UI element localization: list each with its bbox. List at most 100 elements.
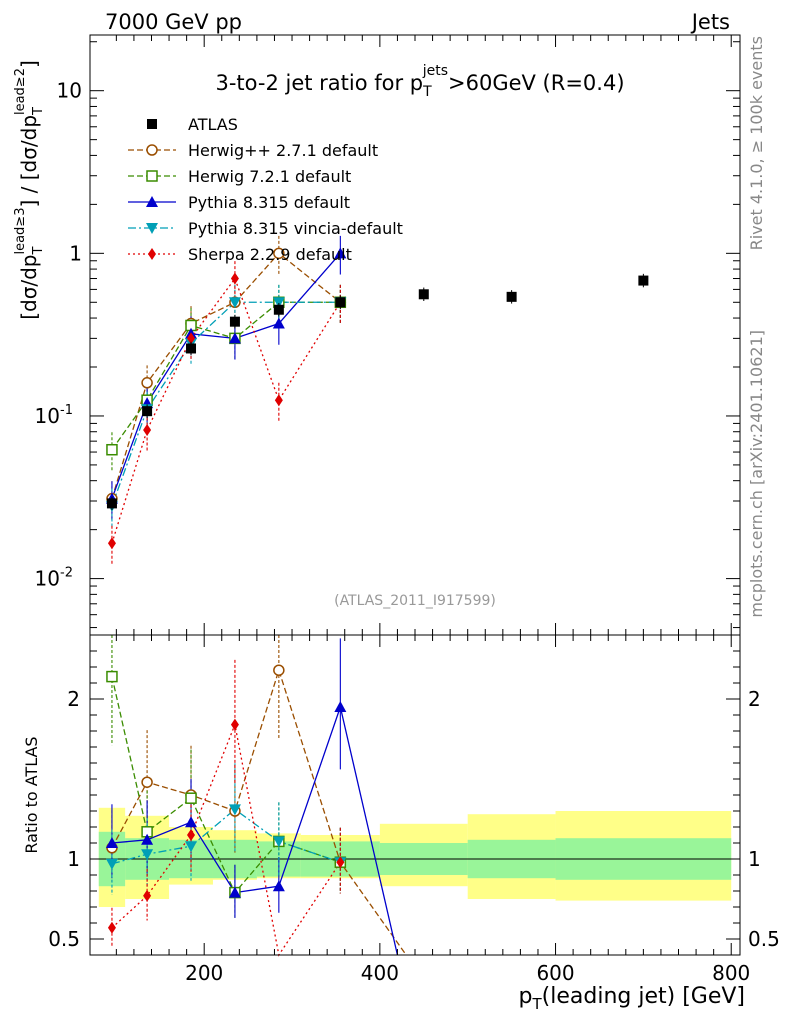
ratio-marker-2 <box>105 837 118 848</box>
y-label-b: ] / [dσ/dp <box>17 115 41 208</box>
x-label-post: (leading jet) [GeV] <box>542 984 745 1009</box>
reference-marker <box>506 291 517 302</box>
legend: ATLAS Herwig++ 2.7.1 default Herwig 7.2.1 … <box>128 115 403 264</box>
ratio-marker-3 <box>185 841 198 853</box>
ratio-marker-4 <box>336 856 345 869</box>
series-marker-4 <box>107 537 116 550</box>
ratio-y-axis-label: Ratio to ATLAS <box>22 736 41 853</box>
ratio-axis-ticks: 200 400 600 800 0.5 0.5 1 1 2 2 <box>48 634 780 985</box>
chart-title-pre: 3-to-2 jet ratio for p <box>215 71 423 95</box>
ratio-panel: 200 400 600 800 0.5 0.5 1 1 2 2 Ratio to ATLAS <box>22 634 780 985</box>
ratio-marker-0 <box>141 776 153 788</box>
ratio-marker-2 <box>185 816 198 828</box>
ratio-marker-1 <box>106 670 118 683</box>
series-marker-2 <box>334 247 347 259</box>
reference-marker <box>273 304 284 315</box>
ratio-plot-marks <box>90 635 740 957</box>
x-tick-label: 200 <box>185 961 223 985</box>
series-marker-1 <box>106 443 118 456</box>
legend-marker <box>146 223 158 234</box>
series-line-3 <box>111 301 341 507</box>
y-label-a: [dσ/dp <box>17 254 41 319</box>
x-tick-label: 800 <box>712 961 750 985</box>
ratio-y-tick-label: 2 <box>67 687 80 711</box>
series-marker-3 <box>272 297 285 309</box>
ratio-marker-2 <box>272 880 285 892</box>
series-marker-0 <box>273 247 285 260</box>
legend-label: Pythia 8.315 default <box>188 193 350 212</box>
main-plot-marks <box>105 235 649 565</box>
reference-marker <box>186 343 197 354</box>
y-tick-label-exp: -1 <box>60 403 73 418</box>
y-tick-label: 1 <box>69 241 82 265</box>
chart-title-sub: T <box>422 84 432 100</box>
series-marker-3 <box>228 297 241 309</box>
series-marker-4 <box>187 332 196 345</box>
reference-marker <box>418 289 429 300</box>
series-marker-4 <box>143 423 152 436</box>
y-label-b-sub: T <box>31 107 46 116</box>
y-tick-label: 10 <box>35 404 60 428</box>
x-tick-label: 600 <box>536 961 574 985</box>
ratio-marker-2 <box>141 833 154 845</box>
ratio-marker-3 <box>228 804 241 816</box>
series-line-2 <box>111 252 341 499</box>
side-label-top: Rivet 4.1.0, ≥ 100k events <box>747 36 766 250</box>
legend-marker <box>147 119 157 129</box>
ratio-y-tick-label: 1 <box>67 847 80 871</box>
legend-label: Herwig++ 2.7.1 default <box>188 141 378 160</box>
y-label-a-sup: lead≥3 <box>13 208 28 255</box>
y-label-a-sub: T <box>31 246 46 255</box>
reference-marker <box>142 406 153 417</box>
legend-marker <box>146 170 158 182</box>
series-marker-4 <box>230 272 239 285</box>
ratio-line-3 <box>111 808 341 865</box>
legend-label: Herwig 7.2.1 default <box>188 167 351 186</box>
ratio-marker-4 <box>230 718 239 731</box>
reference-marker <box>106 498 117 509</box>
reference-marker <box>229 316 240 327</box>
legend-marker <box>146 196 158 207</box>
side-label-bottom: mcplots.cern.ch [arXiv:2401.10621] <box>747 330 766 618</box>
y-tick-label: 10 <box>35 567 60 591</box>
series-line-1 <box>111 301 341 451</box>
ratio-marker-4 <box>143 889 152 902</box>
ratio-y-tick-label-right: 1 <box>748 847 761 871</box>
x-label-sub: T <box>531 995 542 1013</box>
reference-marker <box>638 275 649 286</box>
ratio-y-tick-label-right: 2 <box>748 687 761 711</box>
ratio-marker-4 <box>187 829 196 841</box>
ratio-marker-0 <box>273 664 285 676</box>
ratio-marker-2 <box>228 886 241 898</box>
chart-title: 3-to-2 jet ratio for pTjets>60GeV (R=0.4… <box>215 63 624 100</box>
y-axis-label: [dσ/dpTlead≥3] / [dσ/dpTlead≥2] <box>13 60 46 320</box>
ratio-marker-3 <box>272 836 285 848</box>
legend-label: Pythia 8.315 vincia-default <box>188 219 403 238</box>
reference-marker <box>335 297 346 308</box>
y-tick-label: 10 <box>57 79 82 103</box>
legend-label: ATLAS <box>188 115 238 134</box>
legend-marker <box>148 248 156 260</box>
series-marker-2 <box>272 317 285 329</box>
ratio-marker-3 <box>105 858 118 870</box>
y-label-c: ] <box>17 60 41 68</box>
y-tick-label-exp: -2 <box>60 566 73 581</box>
y-label-b-sup: lead≥2 <box>13 68 28 115</box>
header-left: 7000 GeV pp <box>105 10 242 34</box>
legend-marker <box>146 144 158 156</box>
series-line-0 <box>111 252 341 499</box>
ratio-line-0 <box>111 668 407 956</box>
ratio-line-4 <box>111 722 341 957</box>
series-marker-0 <box>141 377 153 389</box>
x-tick-label: 400 <box>361 961 399 985</box>
ratio-marker-1 <box>185 792 197 804</box>
series-marker-4 <box>274 394 283 407</box>
x-axis-label: pT(leading jet) [GeV] <box>519 984 745 1013</box>
x-label-pre: p <box>519 984 533 1009</box>
ratio-y-tick-label-right: 0.5 <box>748 927 780 951</box>
series-marker-2 <box>228 332 241 344</box>
header-right: Jets <box>690 10 730 34</box>
chart-title-sup: jets <box>422 63 448 79</box>
